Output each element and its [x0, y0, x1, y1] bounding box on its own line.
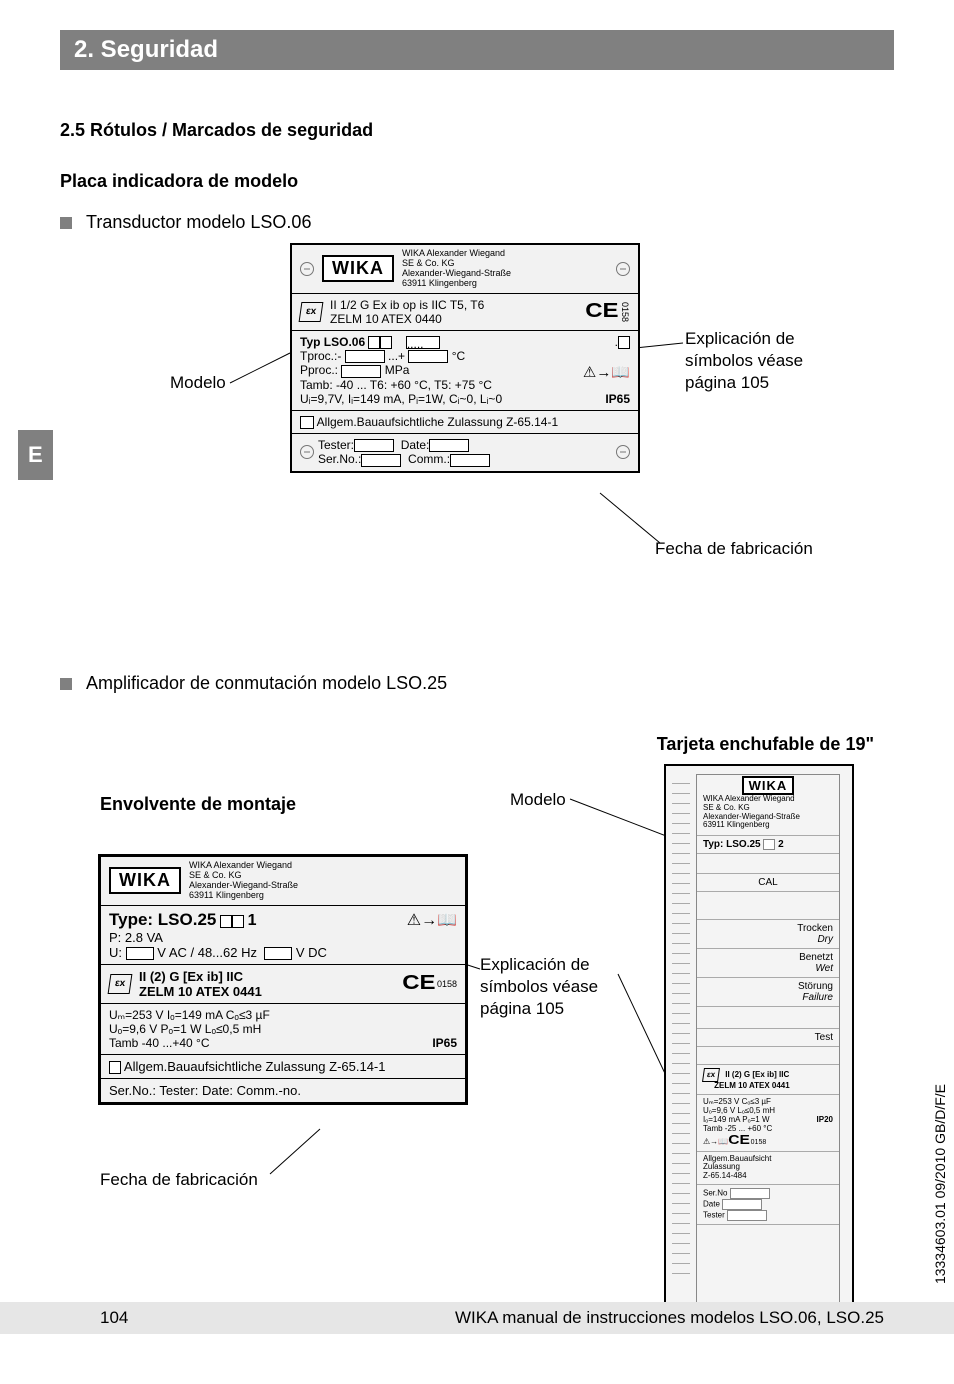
type-suffix: 1 — [248, 912, 257, 929]
wika-address: WIKA Alexander Wiegand SE & Co. KG Alexa… — [703, 793, 833, 832]
typ-label: Typ LSO.06 — [300, 335, 365, 349]
wika-logo: WIKA — [322, 255, 394, 282]
test-label: Test — [697, 1029, 839, 1047]
screw-icon — [300, 445, 314, 459]
env-title: Envolvente de montaje — [100, 794, 296, 815]
elec-line: Uᵢ=9,7V, Iᵢ=149 mA, Pᵢ=1W, Cᵢ~0, Lᵢ~0 — [300, 392, 502, 406]
tproc-unit: °C — [452, 349, 465, 363]
wika-address: WIKA Alexander Wiegand SE & Co. KG Alexa… — [189, 861, 298, 901]
atex-cert: ZELM 10 ATEX 0441 — [139, 984, 262, 999]
card-typ: Typ: LSO.25 — [703, 839, 761, 850]
language-tab: E — [18, 430, 53, 480]
bullet-icon — [60, 678, 72, 690]
ce-mark-icon: CE — [585, 300, 618, 323]
storung-label: Störung — [798, 981, 833, 992]
allgem-line: Allgem.Bauaufsichtliche Zulassung Z-65.1… — [317, 415, 558, 429]
tester-label: Tester: — [318, 438, 354, 452]
plate2-diagram: Tarjeta enchufable de 19" Envolvente de … — [60, 734, 894, 1334]
pproc-unit: MPa — [385, 363, 410, 377]
card-typ-suffix: 2 — [778, 839, 784, 850]
callout-modelo-2: Modelo — [510, 789, 566, 811]
card-elec1: Uₘ=253 V Cₒ≤3 µF — [703, 1097, 771, 1106]
allgem-line: Allgem.Bauaufsichtliche Zulassung Z-65.1… — [124, 1059, 386, 1074]
atex-cert: ZELM 10 ATEX 0440 — [330, 312, 442, 326]
ce-number: 0158 — [437, 979, 457, 989]
atex-line: II 1/2 G Ex ib op is IIC T5, T6 — [330, 298, 484, 312]
benetzt-label: Benetzt — [799, 952, 833, 963]
ex-mark-icon: εx — [702, 1068, 720, 1082]
dry-label: Dry — [817, 934, 833, 945]
wika-address: WIKA Alexander Wiegand SE & Co. KG Alexa… — [402, 249, 511, 289]
card-elec2: Uₒ=9,6 V Lₒ≤0,5 mH — [703, 1106, 775, 1115]
u-label: U: — [109, 945, 122, 960]
tproc-mid: ...+ — [388, 349, 405, 363]
card-allgem: Allgem.Bauaufsicht Zulassung Z-65.14-484 — [697, 1152, 839, 1185]
callout-fecha-2: Fecha de fabricación — [100, 1169, 258, 1191]
wika-logo: WIKA — [742, 776, 795, 795]
page-footer: 104 WIKA manual de instrucciones modelos… — [0, 1302, 954, 1334]
nameplate-lso25-card: WIKA WIKA Alexander Wiegand SE & Co. KG … — [664, 764, 854, 1324]
wet-label: Wet — [815, 963, 833, 974]
screw-icon — [616, 445, 630, 459]
plate1-diagram: Modelo Explicación de símbolos véase pág… — [60, 243, 894, 603]
atex-line: II (2) G [Ex ib] IIC — [139, 969, 243, 984]
elec-l3: Tamb -40 ...+40 °C — [109, 1036, 210, 1050]
u-mid: V AC / 48...62 Hz — [157, 945, 257, 960]
tproc-label: Tproc.:- — [300, 349, 341, 363]
bottom-line: Ser.No.: Tester: Date: Comm.-no. — [109, 1083, 301, 1098]
card-date: Date — [703, 1200, 720, 1209]
card-title: Tarjeta enchufable de 19" — [657, 734, 874, 755]
ce-number: 0158 — [620, 302, 630, 322]
section-header: 2. Seguridad — [60, 30, 894, 70]
bullet-icon — [60, 217, 72, 229]
tamb-line: Tamb: -40 ... T6: +60 °C, T5: +75 °C — [300, 378, 492, 392]
page-number: 104 — [100, 1308, 128, 1328]
wika-logo: WIKA — [109, 867, 181, 894]
elec-l2: Uₒ=9,6 V Pₒ=1 W Lₒ≤0,5 mH — [109, 1022, 261, 1036]
cal-label: CAL — [697, 874, 839, 892]
card-tester: Tester — [703, 1211, 725, 1220]
callout-fecha: Fecha de fabricación — [655, 538, 813, 560]
failure-label: Failure — [802, 992, 833, 1003]
callout-explic-2: Explicación de símbolos véase página 105 — [480, 954, 598, 1020]
footer-text: WIKA manual de instrucciones modelos LSO… — [455, 1308, 884, 1328]
ce-mark-icon: CE — [402, 972, 435, 995]
screw-icon — [300, 262, 314, 276]
comm-label: Comm.: — [408, 452, 450, 466]
ip-rating: IP65 — [432, 1036, 457, 1050]
card-atex-cert: ZELM 10 ATEX 0441 — [714, 1081, 790, 1090]
callout-explicacion: Explicación de símbolos véase página 105 — [685, 328, 803, 394]
nameplate-lso25-housing: WIKA WIKA Alexander Wiegand SE & Co. KG … — [98, 854, 468, 1105]
u-right: V DC — [296, 945, 327, 960]
trocken-label: Trocken — [797, 923, 833, 934]
bullet-text: Amplificador de conmutación modelo LSO.2… — [86, 673, 447, 694]
ex-mark-icon: εx — [108, 974, 133, 994]
subheading: Placa indicadora de modelo — [60, 171, 894, 192]
card-elec3: Iₒ=149 mA Pₒ=1 W — [703, 1115, 770, 1124]
card-edge-connector — [672, 774, 690, 1314]
document-code: 13334603.01 09/2010 GB/D/F/E — [932, 1084, 948, 1284]
bullet-item: Transductor modelo LSO.06 — [60, 212, 894, 233]
ex-mark-icon: εx — [299, 302, 324, 322]
serno-label: Ser.No.: — [318, 452, 361, 466]
type-label: Type: LSO.25 — [109, 910, 216, 929]
ip-rating: IP65 — [605, 392, 630, 406]
card-tamb: Tamb -25 ... +60 °C — [703, 1124, 772, 1133]
bullet-item: Amplificador de conmutación modelo LSO.2… — [60, 673, 894, 694]
ce-number: 0158 — [751, 1139, 767, 1146]
screw-icon — [616, 262, 630, 276]
elec-l1: Uₘ=253 V Iₒ=149 mA Cₒ≤3 µF — [109, 1008, 270, 1022]
nameplate-lso06: WIKA WIKA Alexander Wiegand SE & Co. KG … — [290, 243, 640, 473]
card-serno: Ser.No — [703, 1189, 727, 1198]
subsection-title: 2.5 Rótulos / Marcados de seguridad — [60, 120, 894, 141]
power-label: P: 2.8 VA — [109, 930, 163, 945]
bullet-text: Transductor modelo LSO.06 — [86, 212, 311, 233]
card-ip: IP20 — [817, 1115, 833, 1124]
ce-mark-icon: CE — [729, 1133, 751, 1147]
date-label: Date: — [401, 438, 430, 452]
pproc-label: Pproc.: — [300, 363, 338, 377]
callout-modelo: Modelo — [170, 373, 226, 393]
card-atex: II (2) G [Ex ib] IIC — [725, 1070, 789, 1079]
